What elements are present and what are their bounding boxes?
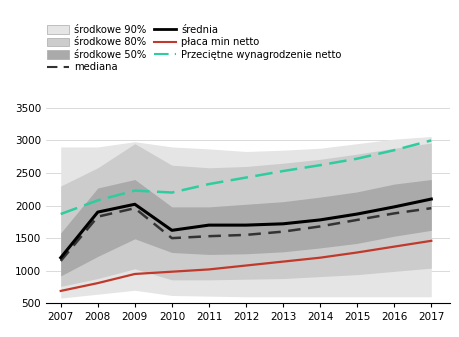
- Legend: środkowe 90%, środkowe 80%, środkowe 50%, mediana, średnia, płaca min netto, Prz: środkowe 90%, środkowe 80%, środkowe 50%…: [43, 21, 346, 76]
